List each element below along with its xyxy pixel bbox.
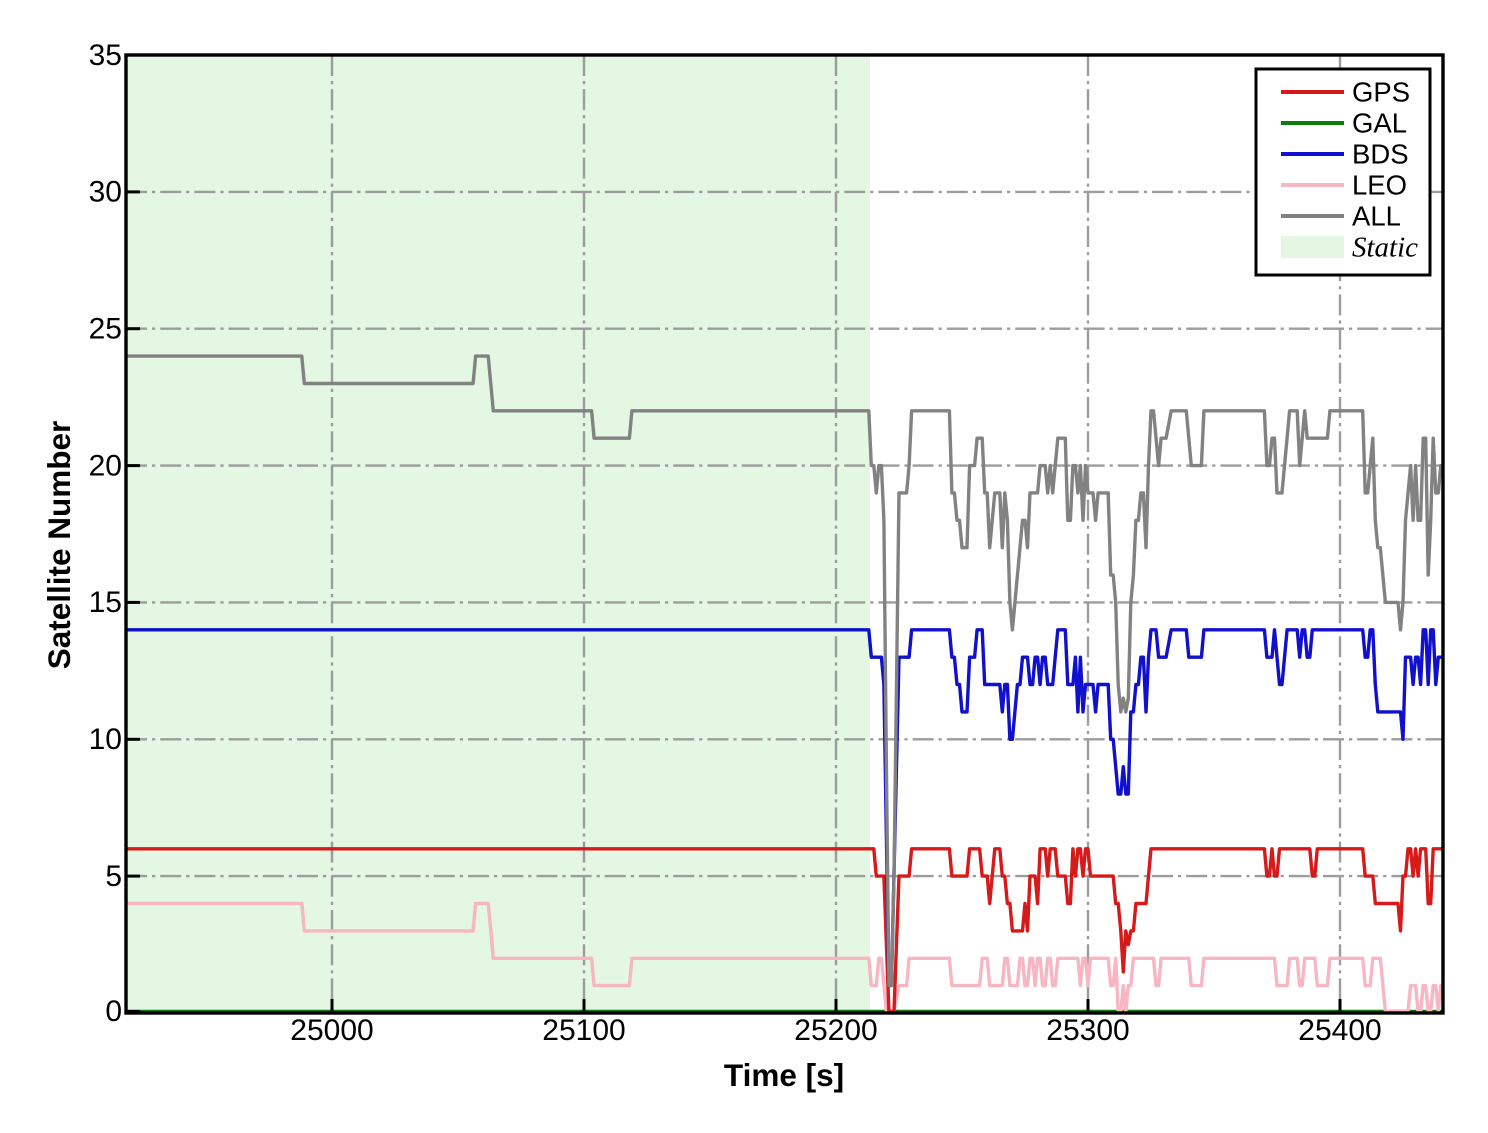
svg-text:Static: Static bbox=[1352, 232, 1418, 264]
svg-text:ALL: ALL bbox=[1352, 201, 1401, 232]
svg-text:LEO: LEO bbox=[1352, 170, 1407, 201]
svg-text:BDS: BDS bbox=[1352, 139, 1409, 170]
svg-text:Time [s]: Time [s] bbox=[724, 1057, 844, 1093]
svg-text:20: 20 bbox=[89, 449, 122, 482]
svg-text:GPS: GPS bbox=[1352, 77, 1410, 108]
svg-text:25000: 25000 bbox=[290, 1014, 373, 1047]
svg-text:10: 10 bbox=[89, 723, 122, 756]
svg-text:15: 15 bbox=[89, 586, 122, 619]
svg-text:5: 5 bbox=[105, 860, 122, 893]
svg-text:25300: 25300 bbox=[1046, 1014, 1129, 1047]
svg-text:GAL: GAL bbox=[1352, 108, 1407, 139]
svg-text:Satellite Number: Satellite Number bbox=[41, 421, 77, 670]
svg-text:35: 35 bbox=[89, 39, 122, 72]
svg-text:0: 0 bbox=[105, 995, 122, 1028]
svg-text:25: 25 bbox=[89, 313, 122, 346]
svg-text:30: 30 bbox=[89, 176, 122, 209]
svg-text:25100: 25100 bbox=[542, 1014, 625, 1047]
svg-text:25400: 25400 bbox=[1298, 1014, 1381, 1047]
svg-text:25200: 25200 bbox=[794, 1014, 877, 1047]
